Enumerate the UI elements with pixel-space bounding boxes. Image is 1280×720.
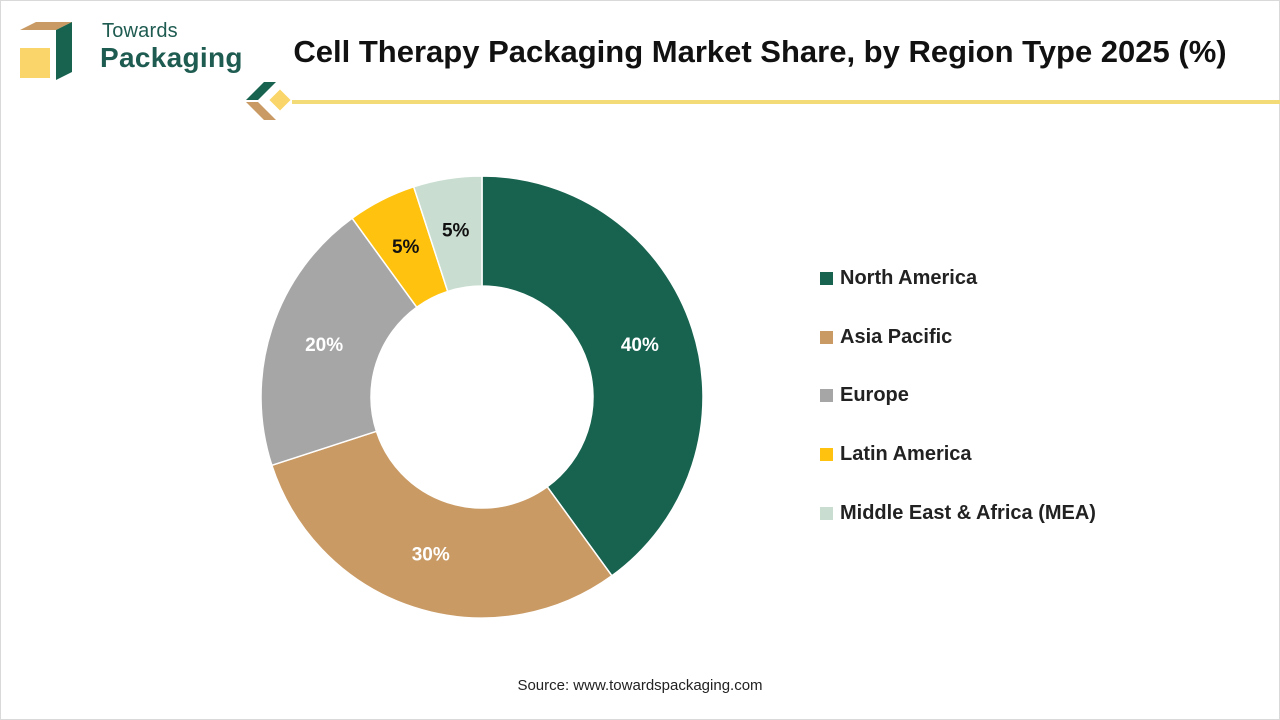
- legend-swatch-0: [820, 272, 833, 285]
- legend-swatch-1: [820, 330, 833, 344]
- legend-label-2: Europe: [840, 384, 909, 407]
- legend-label-0: North America: [840, 267, 978, 289]
- legend-label-3: Latin America: [840, 443, 972, 466]
- donut-slice-1: [270, 430, 613, 619]
- source-note: Source: www.towardspackaging.com: [517, 677, 763, 694]
- donut-slice-0: [481, 175, 704, 577]
- slice-data-label-4: 5%: [442, 221, 470, 242]
- title-divider: [292, 100, 1280, 104]
- brand-name-bottom: Packaging: [100, 42, 243, 73]
- slice-data-label-2: 20%: [305, 335, 343, 356]
- legend-swatch-3: [820, 448, 833, 462]
- slice-data-label-3: 5%: [392, 237, 420, 258]
- slice-data-label-0: 40%: [621, 335, 659, 356]
- slice-data-label-1: 30%: [412, 544, 450, 565]
- box-logo-icon: [20, 22, 72, 80]
- divider-ornament-icon: [246, 82, 294, 120]
- donut-slice-2: [260, 217, 418, 467]
- legend-swatch-4: [820, 506, 833, 520]
- chart-title: Cell Therapy Packaging Market Share, by …: [293, 34, 1227, 69]
- legend-swatch-2: [820, 389, 833, 403]
- legend-label-4: Middle East & Africa (MEA): [840, 501, 1096, 524]
- brand-logo: Towards Packaging: [16, 18, 242, 84]
- brand-name-top: Towards: [102, 20, 178, 42]
- legend-label-1: Asia Pacific: [840, 325, 953, 348]
- donut-slice-4: [412, 175, 483, 293]
